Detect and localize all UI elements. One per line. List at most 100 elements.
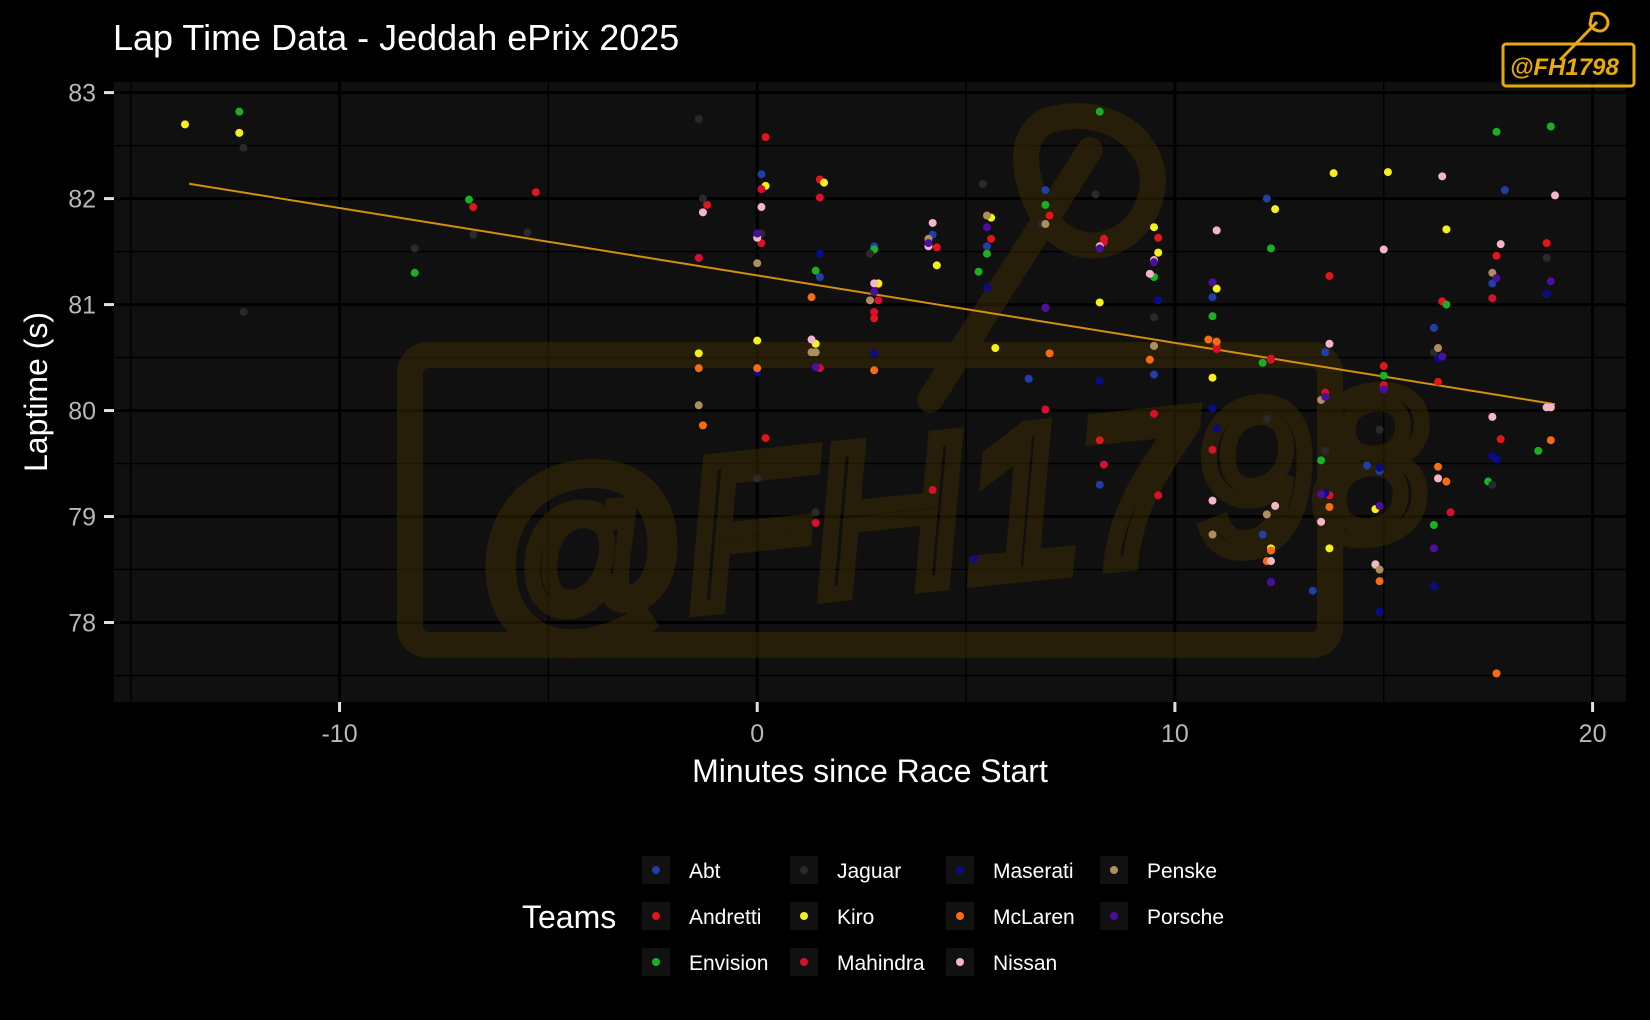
data-point	[1438, 172, 1447, 181]
y-tick-label: 78	[68, 610, 96, 638]
x-tick-label: 10	[1161, 720, 1189, 748]
legend: Teams Abt Andretti Envision Jaguar Kiro Mahin…	[522, 856, 1224, 976]
data-point	[932, 261, 941, 270]
data-point	[1546, 436, 1555, 445]
legend-item: Andretti	[642, 902, 761, 930]
data-point	[1375, 565, 1384, 574]
data-point	[1308, 586, 1317, 595]
data-point	[1266, 557, 1275, 566]
data-point	[1208, 373, 1217, 382]
logo-badge: @FH1798	[1501, 11, 1636, 88]
data-point	[1542, 239, 1551, 248]
legend-swatch	[800, 958, 808, 966]
data-point	[1212, 284, 1221, 293]
legend-label: Abt	[689, 860, 721, 883]
data-point	[1045, 211, 1054, 220]
data-point	[870, 366, 879, 375]
legend-label: Porsche	[1147, 906, 1224, 929]
data-point	[1154, 233, 1163, 242]
data-point	[932, 243, 941, 252]
data-point	[1154, 248, 1163, 257]
data-point	[1375, 501, 1384, 510]
data-point	[982, 249, 991, 258]
legend-item: Envision	[642, 948, 768, 976]
data-point	[1145, 269, 1154, 278]
data-point	[239, 143, 248, 152]
legend-item: Porsche	[1100, 902, 1224, 930]
legend-swatch	[800, 866, 808, 874]
data-point	[807, 293, 816, 302]
data-point	[1208, 293, 1217, 302]
data-point	[874, 296, 883, 305]
data-point	[1271, 501, 1280, 510]
data-point	[1492, 274, 1501, 283]
data-point	[1041, 405, 1050, 414]
data-point	[235, 107, 244, 116]
data-point	[410, 268, 419, 277]
data-point	[1429, 582, 1438, 591]
x-tick-label: 20	[1579, 720, 1607, 748]
series-mahindra	[694, 185, 1497, 527]
data-point	[928, 218, 937, 227]
legend-label: Mahindra	[837, 952, 925, 975]
data-point	[1321, 446, 1330, 455]
data-point	[1208, 530, 1217, 539]
data-point	[1095, 376, 1104, 385]
series-porsche	[753, 223, 1555, 587]
data-point	[1091, 190, 1100, 199]
data-point	[1500, 186, 1509, 195]
data-point	[820, 178, 829, 187]
legend-item: McLaren	[946, 902, 1075, 930]
data-point	[1150, 370, 1159, 379]
data-point	[531, 188, 540, 197]
series-kiro	[181, 120, 1451, 553]
legend-swatch	[956, 912, 964, 920]
data-point	[1095, 480, 1104, 489]
data-point	[753, 336, 762, 345]
y-axis-label: Laptime (s)	[18, 312, 54, 472]
legend-label: Envision	[689, 952, 768, 975]
legend-title: Teams	[522, 899, 616, 935]
logo-text: @FH1798	[1510, 54, 1619, 81]
data-point	[1041, 303, 1050, 312]
data-point	[1446, 508, 1455, 517]
data-point	[811, 518, 820, 527]
data-point	[753, 474, 762, 483]
data-point	[698, 421, 707, 430]
data-point	[978, 179, 987, 188]
data-point	[1258, 530, 1267, 539]
data-point	[1212, 345, 1221, 354]
data-point	[1375, 607, 1384, 616]
data-point	[694, 364, 703, 373]
series-penske	[694, 211, 1497, 574]
data-point	[1434, 462, 1443, 471]
data-point	[1546, 277, 1555, 286]
legend-label: Maserati	[993, 860, 1074, 883]
data-point	[1429, 323, 1438, 332]
legend-swatch	[956, 866, 964, 874]
data-point	[866, 296, 874, 305]
data-point	[1041, 220, 1050, 229]
data-point	[1150, 341, 1159, 350]
x-axis-label: Minutes since Race Start	[692, 753, 1048, 789]
data-point	[1095, 107, 1104, 116]
data-point	[991, 344, 1000, 353]
y-tick-label: 83	[68, 80, 96, 108]
data-point	[757, 170, 766, 179]
data-point	[974, 267, 983, 276]
data-point	[694, 115, 703, 124]
data-point	[870, 287, 879, 296]
legend-swatch	[652, 866, 660, 874]
data-point	[1150, 223, 1159, 232]
data-point	[1262, 510, 1271, 519]
data-point	[1150, 258, 1159, 267]
data-point	[1095, 244, 1104, 253]
data-point	[870, 349, 879, 358]
data-point	[1271, 205, 1280, 214]
chart-title: Lap Time Data - Jeddah ePrix 2025	[113, 17, 679, 58]
legend-item: Penske	[1100, 856, 1217, 884]
data-point	[1045, 349, 1054, 358]
data-point	[1317, 456, 1326, 465]
legend-item: Abt	[642, 856, 721, 884]
